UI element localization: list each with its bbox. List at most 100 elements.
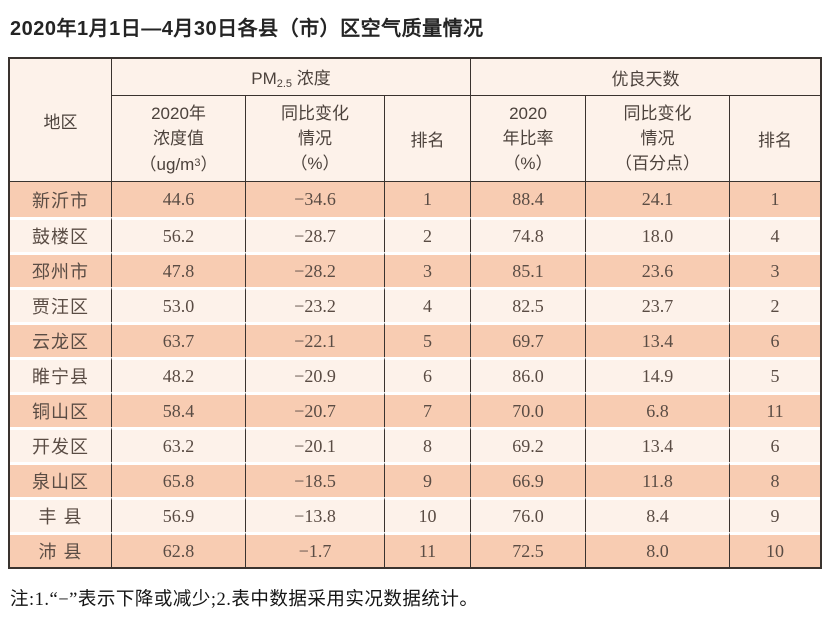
page-title: 2020年1月1日—4月30日各县（市）区空气质量情况 bbox=[10, 18, 484, 40]
pm-value-cell: 58.4 bbox=[112, 392, 246, 427]
pm-change-cell: −20.7 bbox=[246, 392, 385, 427]
pm-change-cell: −20.1 bbox=[246, 427, 385, 462]
days-rank-cell: 11 bbox=[730, 392, 821, 427]
header-region: 地区 bbox=[10, 59, 112, 182]
pm-value-cell: 44.6 bbox=[112, 182, 246, 217]
region-cell: 开发区 bbox=[10, 427, 112, 462]
days-rank-cell: 4 bbox=[730, 217, 821, 252]
pm-value-cell: 47.8 bbox=[112, 252, 246, 287]
pm-value-line3: （ug/m3） bbox=[112, 151, 245, 177]
days-change-cell: 18.0 bbox=[586, 217, 730, 252]
days-change-line1: 同比变化 bbox=[623, 104, 692, 123]
table-row: 贾汪区 53.0 −23.2 4 82.5 23.7 2 bbox=[10, 287, 821, 322]
days-rate-cell: 69.2 bbox=[471, 427, 586, 462]
table-row: 开发区 63.2 −20.1 8 69.2 13.4 6 bbox=[10, 427, 821, 462]
table-row: 新沂市 44.6 −34.6 1 88.4 24.1 1 bbox=[10, 182, 821, 217]
pm-value-unit-pre: （ug/m bbox=[139, 154, 195, 174]
table-row: 云龙区 63.7 −22.1 5 69.7 13.4 6 bbox=[10, 322, 821, 357]
pm-rank-cell: 11 bbox=[385, 532, 471, 567]
pm-change-cell: −1.7 bbox=[246, 532, 385, 567]
pm-value-cell: 48.2 bbox=[112, 357, 246, 392]
pm-value-unit-sup: 3 bbox=[194, 156, 201, 169]
days-rank-cell: 2 bbox=[730, 287, 821, 322]
days-rank-label: 排名 bbox=[758, 131, 793, 150]
air-quality-table: 地区 PM2.5 浓度 优良天数 2020年 浓度值 （ug/m3） 同比变化 … bbox=[8, 57, 823, 569]
pm-value-unit-post: ） bbox=[200, 154, 218, 174]
table-row: 泉山区 65.8 −18.5 9 66.9 11.8 8 bbox=[10, 462, 821, 497]
region-cell: 睢宁县 bbox=[10, 357, 112, 392]
table-row: 铜山区 58.4 −20.7 7 70.0 6.8 11 bbox=[10, 392, 821, 427]
region-cell: 泉山区 bbox=[10, 462, 112, 497]
pm-rank-cell: 5 bbox=[385, 322, 471, 357]
header-days-rank: 排名 bbox=[730, 96, 821, 182]
days-rate-line1: 2020 bbox=[509, 104, 547, 123]
days-rank-cell: 5 bbox=[730, 357, 821, 392]
table-row: 邳州市 47.8 −28.2 3 85.1 23.6 3 bbox=[10, 252, 821, 287]
pm-rank-cell: 10 bbox=[385, 497, 471, 532]
header-pm25-group: PM2.5 浓度 bbox=[112, 59, 471, 96]
region-cell: 沛 县 bbox=[10, 532, 112, 567]
days-change-cell: 8.4 bbox=[586, 497, 730, 532]
days-rate-cell: 88.4 bbox=[471, 182, 586, 217]
region-cell: 丰 县 bbox=[10, 497, 112, 532]
region-cell: 新沂市 bbox=[10, 182, 112, 217]
pm25-subscript: 2.5 bbox=[276, 78, 293, 90]
pm-value-cell: 53.0 bbox=[112, 287, 246, 322]
header-good-days-group: 优良天数 bbox=[471, 59, 821, 96]
days-change-cell: 23.7 bbox=[586, 287, 730, 322]
days-change-cell: 23.6 bbox=[586, 252, 730, 287]
pm-change-cell: −18.5 bbox=[246, 462, 385, 497]
pm-change-line2: 情况 bbox=[298, 129, 332, 148]
pm25-suffix: 浓度 bbox=[292, 69, 331, 88]
region-cell: 邳州市 bbox=[10, 252, 112, 287]
days-rate-line3: （%） bbox=[503, 154, 553, 173]
header-days-change: 同比变化 情况 （百分点） bbox=[586, 96, 730, 182]
pm-value-cell: 63.7 bbox=[112, 322, 246, 357]
pm-change-cell: −34.6 bbox=[246, 182, 385, 217]
days-rank-cell: 1 bbox=[730, 182, 821, 217]
pm-change-cell: −28.7 bbox=[246, 217, 385, 252]
header-row-columns: 2020年 浓度值 （ug/m3） 同比变化 情况 （%） 排名 2020 年比… bbox=[10, 96, 821, 182]
days-change-cell: 14.9 bbox=[586, 357, 730, 392]
header-region-label: 地区 bbox=[43, 112, 78, 132]
pm-change-cell: −28.2 bbox=[246, 252, 385, 287]
pm-rank-cell: 3 bbox=[385, 252, 471, 287]
pm-change-cell: −13.8 bbox=[246, 497, 385, 532]
pm-change-line3: （%） bbox=[290, 154, 340, 173]
days-change-line2: 情况 bbox=[640, 129, 675, 148]
table-row: 丰 县 56.9 −13.8 10 76.0 8.4 9 bbox=[10, 497, 821, 532]
days-change-cell: 6.8 bbox=[586, 392, 730, 427]
region-cell: 云龙区 bbox=[10, 322, 112, 357]
good-days-label: 优良天数 bbox=[611, 69, 680, 89]
table-row: 睢宁县 48.2 −20.9 6 86.0 14.9 5 bbox=[10, 357, 821, 392]
days-rate-cell: 72.5 bbox=[471, 532, 586, 567]
pm-change-cell: −23.2 bbox=[246, 287, 385, 322]
pm-change-line1: 同比变化 bbox=[281, 104, 349, 123]
days-change-line3: （百分点） bbox=[615, 154, 700, 173]
days-rate-cell: 82.5 bbox=[471, 287, 586, 322]
pm-rank-cell: 7 bbox=[385, 392, 471, 427]
pm-value-cell: 56.2 bbox=[112, 217, 246, 252]
days-rank-cell: 10 bbox=[730, 532, 821, 567]
header-pm-rank: 排名 bbox=[385, 96, 471, 182]
days-change-cell: 13.4 bbox=[586, 322, 730, 357]
header-row-groups: 地区 PM2.5 浓度 优良天数 bbox=[10, 59, 821, 182]
table-row: 鼓楼区 56.2 −28.7 2 74.8 18.0 4 bbox=[10, 217, 821, 252]
days-rank-cell: 9 bbox=[730, 497, 821, 532]
days-rate-cell: 69.7 bbox=[471, 322, 586, 357]
pm-rank-cell: 1 bbox=[385, 182, 471, 217]
days-rank-cell: 6 bbox=[730, 322, 821, 357]
days-rate-cell: 86.0 bbox=[471, 357, 586, 392]
days-rate-cell: 74.8 bbox=[471, 217, 586, 252]
pm-change-cell: −20.9 bbox=[246, 357, 385, 392]
pm-value-cell: 56.9 bbox=[112, 497, 246, 532]
days-rate-cell: 66.9 bbox=[471, 462, 586, 497]
pm-rank-cell: 4 bbox=[385, 287, 471, 322]
pm-rank-cell: 2 bbox=[385, 217, 471, 252]
days-rank-cell: 6 bbox=[730, 427, 821, 462]
days-rate-cell: 85.1 bbox=[471, 252, 586, 287]
days-rank-cell: 8 bbox=[730, 462, 821, 497]
days-change-cell: 11.8 bbox=[586, 462, 730, 497]
header-pm-change: 同比变化 情况 （%） bbox=[246, 96, 385, 182]
pm-value-cell: 62.8 bbox=[112, 532, 246, 567]
